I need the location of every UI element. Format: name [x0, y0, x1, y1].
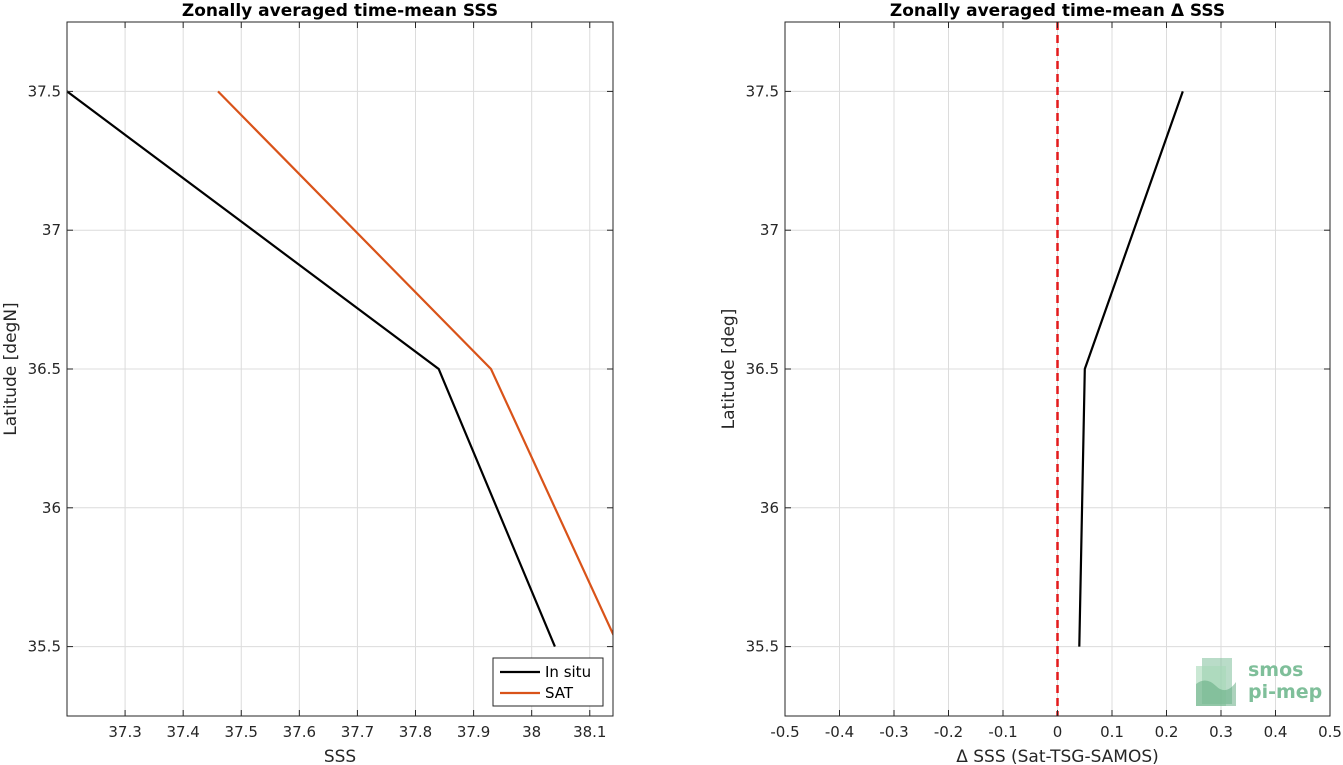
logo-waves-icon	[1196, 658, 1236, 706]
x-tick-label: 37.5	[225, 723, 258, 741]
y-tick-label: 37.5	[28, 82, 61, 100]
x-tick-label: 37.8	[399, 723, 432, 741]
x-tick-label: -0.4	[825, 723, 854, 741]
chart-title: Zonally averaged time-mean Δ SSS	[890, 1, 1225, 21]
x-tick-label: 37.9	[457, 723, 490, 741]
y-tick-label: 36	[42, 499, 61, 517]
x-tick-label: 37.3	[108, 723, 141, 741]
x-tick-label: 0.3	[1209, 723, 1233, 741]
smos-pi-mep-logo: smos pi-mep	[1196, 658, 1322, 706]
series-line-0	[1078, 91, 1184, 647]
y-tick-label: 36.5	[28, 360, 61, 378]
y-tick-label: 37	[42, 221, 61, 239]
x-axis-label: SSS	[324, 747, 356, 765]
legend-label: SAT	[545, 684, 574, 702]
chart-title: Zonally averaged time-mean SSS	[182, 1, 498, 21]
x-tick-label: 0.2	[1155, 723, 1179, 741]
x-tick-label: 0	[1053, 723, 1063, 741]
y-tick-label: 35.5	[28, 638, 61, 656]
x-tick-label: 37.6	[283, 723, 316, 741]
x-tick-label: 0.4	[1264, 723, 1288, 741]
x-axis-label: Δ SSS (Sat-TSG-SAMOS)	[956, 747, 1159, 765]
y-tick-label: 37.5	[746, 82, 779, 100]
y-axis-label: Latitude [degN]	[1, 302, 21, 435]
right-plot: -0.5 -0.4 -0.3 -0.2 -0.1 0 0.1 0.2 0.3 0.4 0.5 35.5…	[719, 1, 1342, 765]
legend-box	[492, 657, 604, 707]
y-axis-label: Latitude [deg]	[719, 309, 739, 430]
x-tick-label: 37.7	[341, 723, 374, 741]
x-tick-label: -0.1	[988, 723, 1017, 741]
x-tick-label: -0.2	[934, 723, 963, 741]
logo-line2: pi-mep	[1248, 681, 1322, 703]
x-tick-label: -0.3	[879, 723, 908, 741]
x-tick-label: 38	[522, 723, 541, 741]
x-tick-label: 0.1	[1100, 723, 1124, 741]
y-tick-label: 36	[760, 499, 779, 517]
y-tick-label: 36.5	[746, 360, 779, 378]
legend-label: In situ	[545, 663, 591, 681]
series-line-in-situ	[67, 90, 556, 648]
y-tick-label: 37	[760, 221, 779, 239]
x-tick-label: -0.5	[770, 723, 799, 741]
y-tick-label: 35.5	[746, 638, 779, 656]
x-tick-label: 37.4	[166, 723, 199, 741]
x-tick-label: 38.1	[573, 723, 606, 741]
x-tick-label: 0.5	[1318, 723, 1342, 741]
series-line-sat	[217, 90, 613, 637]
logo-line1: smos	[1248, 659, 1303, 681]
left-plot: 37.3 37.4 37.5 37.6 37.7 37.8 37.9 38 38.1 35.5 36…	[1, 1, 614, 765]
